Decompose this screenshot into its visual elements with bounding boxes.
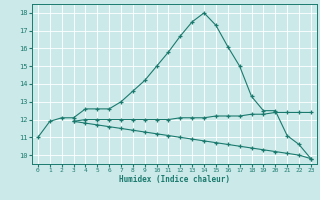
- X-axis label: Humidex (Indice chaleur): Humidex (Indice chaleur): [119, 175, 230, 184]
